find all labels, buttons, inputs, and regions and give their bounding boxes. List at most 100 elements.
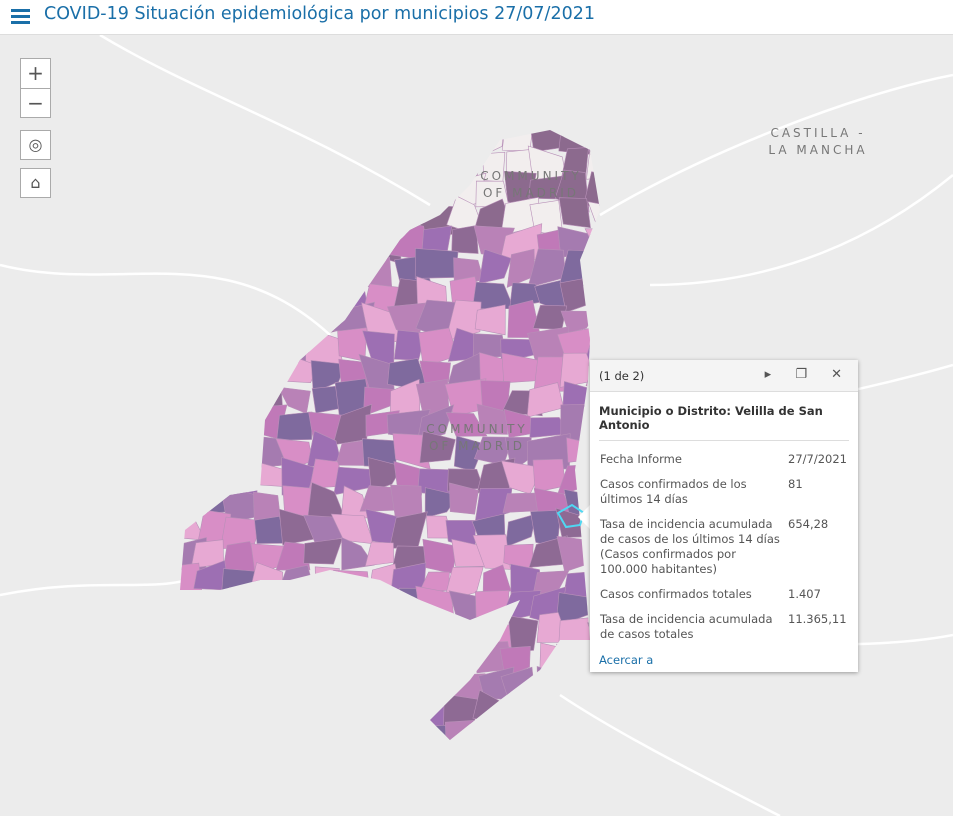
municipality bbox=[223, 460, 260, 496]
municipality bbox=[274, 300, 320, 336]
menu-button[interactable] bbox=[11, 9, 30, 27]
municipality bbox=[310, 360, 346, 394]
municipality bbox=[180, 430, 206, 463]
municipality bbox=[202, 386, 235, 419]
municipality bbox=[275, 541, 311, 571]
municipality bbox=[224, 144, 263, 184]
municipality bbox=[283, 611, 312, 649]
municipality bbox=[415, 585, 455, 628]
municipality bbox=[250, 745, 290, 782]
municipality bbox=[246, 280, 281, 310]
municipality bbox=[256, 698, 290, 724]
municipality bbox=[226, 638, 262, 675]
municipality bbox=[589, 669, 600, 701]
municipality bbox=[358, 611, 399, 642]
municipality bbox=[558, 197, 591, 229]
region-label: COMMUNITY bbox=[480, 169, 582, 183]
municipality bbox=[588, 305, 600, 341]
municipality bbox=[224, 276, 263, 314]
municipality bbox=[276, 593, 319, 621]
municipality bbox=[222, 723, 263, 740]
attribute-value: 1.407 bbox=[788, 587, 821, 601]
popup-title: Municipio o Distrito: Velilla de San Ant… bbox=[599, 404, 849, 441]
municipality bbox=[180, 639, 204, 671]
municipality bbox=[507, 615, 539, 653]
municipality bbox=[196, 232, 233, 255]
municipality bbox=[218, 404, 256, 439]
municipality bbox=[180, 353, 203, 388]
municipality bbox=[558, 617, 594, 648]
municipality bbox=[250, 590, 288, 622]
municipality bbox=[414, 130, 454, 161]
municipality bbox=[361, 747, 402, 780]
municipality bbox=[333, 570, 371, 597]
municipality bbox=[228, 586, 256, 626]
municipality bbox=[502, 492, 541, 513]
municipality bbox=[227, 180, 258, 203]
region-label: LA MANCHA bbox=[768, 143, 867, 157]
municipality bbox=[337, 225, 371, 257]
municipality bbox=[584, 228, 600, 260]
municipality bbox=[248, 613, 289, 649]
municipality bbox=[197, 253, 234, 289]
municipality bbox=[449, 622, 488, 645]
zoom-out[interactable]: − bbox=[20, 88, 51, 118]
municipality bbox=[505, 697, 544, 729]
locate-button[interactable]: ◎ bbox=[20, 130, 51, 160]
municipality bbox=[200, 437, 227, 470]
municipality bbox=[192, 692, 234, 721]
municipality bbox=[303, 721, 338, 740]
municipality bbox=[364, 716, 403, 740]
home-button[interactable]: ⌂ bbox=[20, 168, 51, 198]
municipality bbox=[254, 302, 291, 335]
municipality bbox=[192, 458, 233, 494]
municipality bbox=[335, 621, 367, 646]
municipality bbox=[392, 743, 428, 782]
popup-actions[interactable]: ▸ ❐ ✕ bbox=[764, 367, 852, 382]
municipality bbox=[180, 613, 198, 655]
municipality bbox=[336, 145, 369, 180]
region-label: COMMUNITY bbox=[426, 422, 528, 436]
municipality bbox=[307, 613, 336, 653]
municipality bbox=[255, 148, 284, 187]
municipality bbox=[180, 170, 201, 206]
attribute-label: Tasa de incidencia acumulada de casos to… bbox=[600, 612, 773, 641]
municipality bbox=[365, 593, 400, 625]
municipality bbox=[334, 592, 370, 623]
attribute-value: 27/7/2021 bbox=[788, 452, 847, 466]
municipality bbox=[196, 664, 232, 705]
municipality bbox=[191, 590, 230, 626]
municipality bbox=[445, 412, 488, 437]
municipality bbox=[247, 362, 285, 394]
municipality bbox=[198, 149, 233, 187]
municipality bbox=[502, 718, 536, 740]
attribute-label: Casos confirmados de los últimos 14 días bbox=[600, 477, 747, 506]
zoom-in[interactable]: + bbox=[20, 58, 51, 88]
municipality bbox=[562, 381, 589, 409]
municipality bbox=[336, 724, 375, 740]
municipality bbox=[180, 715, 206, 740]
municipality bbox=[304, 174, 335, 210]
municipality bbox=[252, 327, 292, 362]
municipality bbox=[444, 746, 480, 781]
map[interactable]: CASTILLA - LA MANCHA COMMUNITY OF MADRID COM… bbox=[0, 35, 953, 816]
zoom-to-link[interactable]: Acercar a bbox=[599, 653, 654, 667]
municipality bbox=[278, 718, 319, 740]
municipality bbox=[361, 640, 401, 676]
municipality bbox=[180, 276, 201, 313]
municipality bbox=[445, 719, 481, 740]
municipality bbox=[250, 225, 286, 260]
municipality bbox=[305, 154, 342, 178]
municipality bbox=[399, 615, 426, 652]
municipality bbox=[415, 669, 457, 703]
municipality bbox=[303, 538, 343, 565]
municipality bbox=[478, 248, 512, 284]
municipality bbox=[197, 330, 225, 364]
municipality bbox=[340, 746, 365, 780]
municipalities[interactable] bbox=[163, 118, 626, 783]
municipality bbox=[391, 715, 428, 740]
municipality bbox=[539, 642, 561, 678]
municipality bbox=[304, 197, 339, 227]
municipality bbox=[529, 723, 565, 740]
